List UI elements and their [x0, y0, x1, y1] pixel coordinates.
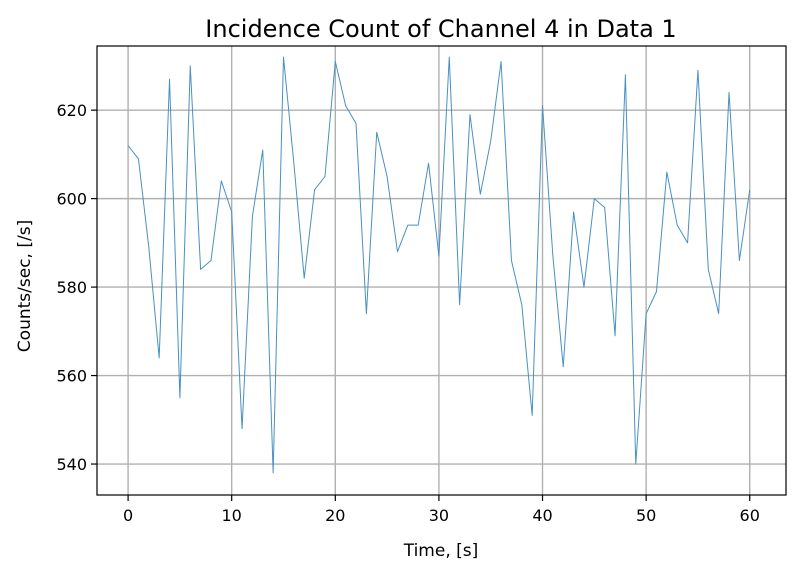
y-axis-label: Counts/sec, [/s] [15, 220, 35, 352]
y-tick-label: 560 [56, 367, 87, 386]
x-tick-label: 50 [636, 506, 656, 525]
x-tick-label: 40 [532, 506, 552, 525]
x-tick-label: 60 [740, 506, 760, 525]
plot-frame [96, 45, 787, 496]
y-tick-label: 620 [56, 101, 87, 120]
x-axis-label: Time, [s] [403, 541, 479, 561]
grid [97, 46, 786, 495]
x-tick-label: 20 [325, 506, 345, 525]
x-tick-label: 30 [429, 506, 449, 525]
x-tick-label: 0 [123, 506, 133, 525]
x-tick-label: 10 [222, 506, 242, 525]
series-layer [127, 56, 751, 474]
ticks: 0 10 20 30 40 50 60 540 560 580 600 620 [56, 101, 759, 525]
y-tick-label: 580 [56, 278, 87, 297]
y-tick-label: 540 [56, 455, 87, 474]
y-tick-label: 600 [56, 190, 87, 209]
chart-title: Incidence Count of Channel 4 in Data 1 [205, 15, 676, 43]
series-line [127, 56, 751, 474]
